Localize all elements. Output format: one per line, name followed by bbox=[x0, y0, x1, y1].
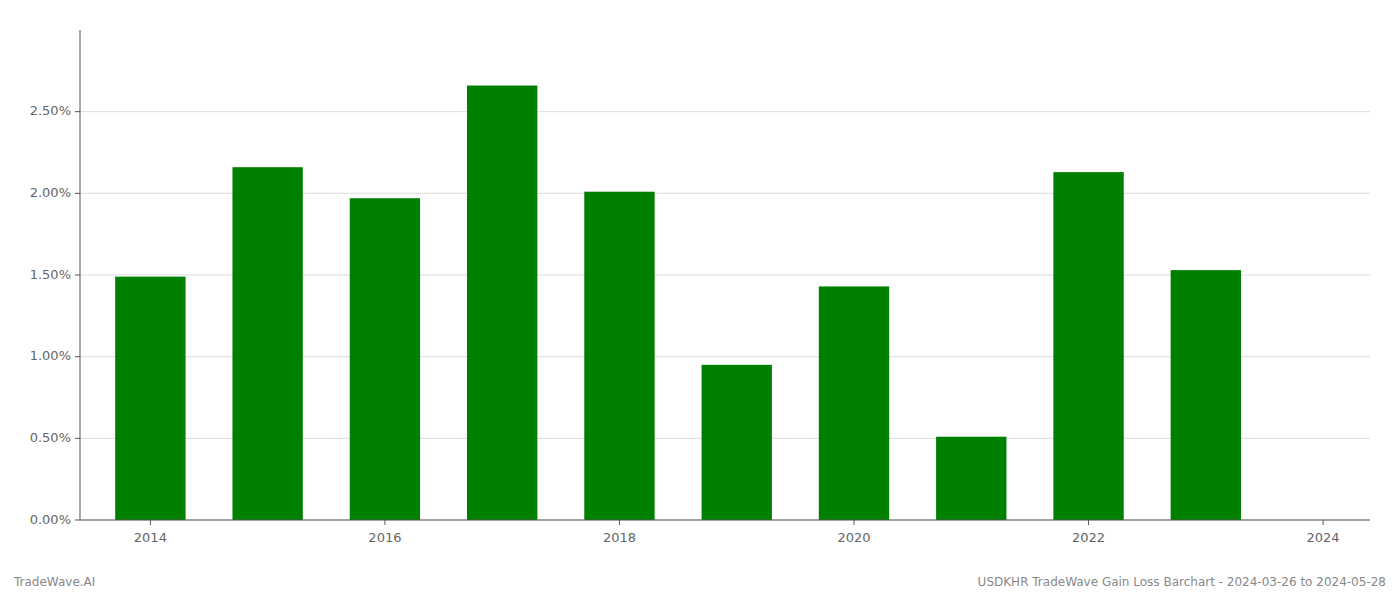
x-tick-label: 2022 bbox=[1072, 530, 1105, 545]
y-tick bbox=[75, 193, 80, 194]
footer-text: USDKHR TradeWave Gain Loss Barchart - 20… bbox=[978, 575, 1386, 589]
x-tick bbox=[150, 520, 151, 525]
y-tick bbox=[75, 438, 80, 439]
y-tick bbox=[75, 356, 80, 357]
bar bbox=[467, 86, 537, 520]
y-axis: 0.00% 0.50% 1.00% 1.50% 2.00% 2.50% bbox=[30, 103, 80, 526]
y-tick bbox=[75, 275, 80, 276]
x-axis-line bbox=[80, 520, 1370, 521]
x-tick-label: 2020 bbox=[837, 530, 870, 545]
y-tick-label: 1.00% bbox=[30, 348, 71, 363]
x-tick-label: 2018 bbox=[603, 530, 636, 545]
y-tick-label: 0.50% bbox=[30, 430, 71, 445]
y-tick bbox=[75, 520, 80, 521]
x-axis: 2014 2016 2018 2020 2022 2024 bbox=[134, 520, 1340, 545]
x-tick-label: 2024 bbox=[1307, 530, 1340, 545]
x-tick bbox=[384, 520, 385, 525]
x-tick bbox=[1323, 520, 1324, 525]
bar bbox=[1053, 172, 1123, 520]
y-tick-label: 2.00% bbox=[30, 185, 71, 200]
x-tick bbox=[854, 520, 855, 525]
x-tick-label: 2014 bbox=[134, 530, 167, 545]
y-tick bbox=[75, 111, 80, 112]
bars bbox=[115, 86, 1241, 520]
bar bbox=[936, 437, 1006, 520]
grid-line bbox=[80, 111, 1370, 112]
footer-text: TradeWave.AI bbox=[13, 575, 95, 589]
bar bbox=[232, 167, 302, 520]
bar bbox=[115, 277, 185, 520]
x-tick bbox=[619, 520, 620, 525]
y-axis-line bbox=[80, 30, 81, 520]
y-tick-label: 0.00% bbox=[30, 512, 71, 527]
grid bbox=[80, 112, 1370, 520]
bar bbox=[1171, 270, 1241, 520]
bar bbox=[350, 198, 420, 520]
x-tick-label: 2016 bbox=[368, 530, 401, 545]
bar bbox=[584, 192, 654, 520]
y-tick-label: 1.50% bbox=[30, 267, 71, 282]
chart: 0.00%0.50%1.00%1.50%2.00%2.50%2014201620… bbox=[0, 0, 1400, 600]
bar bbox=[819, 286, 889, 520]
bar bbox=[702, 365, 772, 520]
grid-line bbox=[80, 520, 1370, 521]
x-tick bbox=[1088, 520, 1089, 525]
y-tick-label: 2.50% bbox=[30, 103, 71, 118]
